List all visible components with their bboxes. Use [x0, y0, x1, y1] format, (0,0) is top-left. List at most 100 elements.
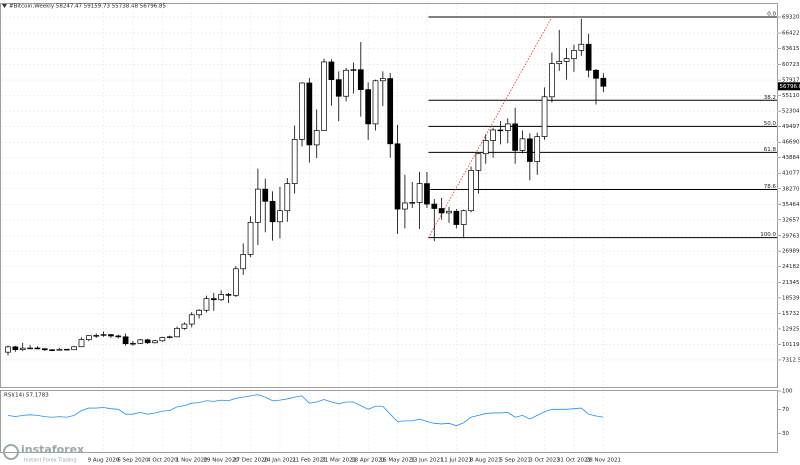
- rsi-pane: [0, 390, 778, 453]
- y-tick-label: 49497.35: [782, 124, 800, 130]
- candle-body: [600, 77, 607, 87]
- y-tick-label: 41077.40: [782, 171, 800, 177]
- x-tick-label: 5 Sep 2021: [499, 458, 530, 464]
- last-price-box: [778, 82, 800, 91]
- trend-line: [428, 16, 553, 238]
- candle-body: [299, 82, 305, 140]
- y-tick-label: 7312.55: [782, 357, 800, 363]
- watermark-brand: instaforex: [21, 443, 84, 456]
- y-tick-label: 46690.70: [782, 140, 800, 146]
- candle-body: [188, 314, 195, 325]
- candle-body: [453, 210, 460, 225]
- y-tick-label: 43884.05: [782, 155, 800, 161]
- x-tick-label: 3 Oct 2021: [529, 458, 560, 464]
- candle-body: [534, 136, 541, 162]
- menu-icon: [2, 4, 7, 8]
- fib-label: 78.6: [764, 184, 777, 190]
- x-tick-label: 4 Oct 2020: [147, 458, 178, 464]
- y-tick-label: 57917.30: [782, 78, 800, 84]
- candle-body: [343, 69, 349, 97]
- x-tick-label: 1 Nov 2020: [176, 458, 208, 464]
- x-tick-label: 24 Jan 2021: [263, 458, 296, 464]
- candle-body: [203, 298, 210, 311]
- candle-body: [321, 61, 327, 131]
- y-tick-label: 70: [782, 407, 789, 413]
- y-tick-label: 15732.45: [782, 311, 800, 317]
- candle-body: [446, 210, 452, 214]
- candle-body: [159, 337, 166, 342]
- candle-body: [571, 49, 577, 59]
- candle-body: [130, 342, 136, 345]
- y-tick-label: 18539.10: [782, 295, 800, 301]
- candle-body: [313, 130, 320, 146]
- y-tick-label: 24182.35: [782, 264, 800, 270]
- candle-body: [152, 340, 158, 344]
- chart-title: #Bitcoin,Weekly 58247.47 59159.73 55738.…: [9, 4, 167, 10]
- candle-body: [497, 129, 504, 132]
- candle-body: [482, 140, 489, 155]
- y-tick-label: 30: [782, 431, 789, 437]
- candle-body: [438, 208, 445, 214]
- y-tick-label: 69320.00: [782, 15, 800, 21]
- candle-body: [78, 339, 85, 348]
- x-tick-label: 29 Nov 2020: [204, 458, 240, 464]
- y-tick-label: 21345.70: [782, 280, 800, 286]
- watermark-logo: [3, 444, 19, 460]
- x-tick-label: 31 Oct 2021: [557, 458, 591, 464]
- candle-body: [196, 309, 202, 316]
- candle-body: [56, 348, 63, 351]
- candle-body: [225, 294, 232, 296]
- x-tick-label: 16 May 2021: [380, 458, 416, 464]
- candle-body: [233, 268, 239, 296]
- candle-body: [365, 89, 371, 125]
- y-tick-label: 10119.20: [782, 342, 800, 348]
- y-tick-label: 100: [782, 389, 793, 395]
- candle-body: [380, 78, 386, 82]
- y-tick-label: 12925.80: [782, 326, 800, 332]
- candle-body: [468, 169, 474, 212]
- candle-body: [335, 79, 342, 97]
- candle-body: [85, 335, 92, 340]
- watermark: instaforex Instant Forex Trading: [3, 443, 84, 464]
- candle-body: [166, 336, 173, 338]
- candle-body: [34, 347, 41, 350]
- y-tick-label: 60723.55: [782, 62, 800, 68]
- candle-body: [284, 183, 291, 212]
- candle-body: [247, 221, 254, 255]
- last-price-label: 56796.85: [780, 84, 800, 90]
- fib-label: 61.8: [764, 147, 777, 153]
- y-tick-label: 66422.30: [782, 31, 800, 37]
- x-tick-label: 8 Aug 2021: [470, 458, 502, 464]
- candle-body: [556, 61, 563, 64]
- price-pane: [0, 3, 778, 388]
- rsi-title: RSI(14) 57.1783: [4, 393, 49, 399]
- candle-body: [372, 80, 379, 125]
- candle-body: [475, 153, 482, 171]
- x-tick-label: 6 Sep 2020: [117, 458, 149, 464]
- candle-body: [12, 346, 19, 350]
- y-tick-label: 38270.75: [782, 186, 800, 192]
- candle-body: [504, 123, 511, 131]
- fib-label: 50.0: [764, 121, 777, 127]
- candle-body: [240, 254, 247, 270]
- candle-body: [416, 183, 423, 203]
- fib-label: 100.0: [760, 232, 776, 238]
- candle-body: [291, 139, 298, 184]
- candle-body: [519, 138, 526, 151]
- candle-body: [255, 188, 261, 223]
- candle-body: [394, 143, 401, 210]
- candle-body: [174, 327, 180, 338]
- x-tick-label: 21 Feb 2021: [292, 458, 326, 464]
- y-tick-label: 55110.65: [782, 93, 800, 99]
- candle-body: [181, 323, 188, 329]
- candle-body: [108, 334, 114, 337]
- y-tick-label: 35464.10: [782, 202, 800, 208]
- candle-body: [357, 69, 364, 90]
- candle-body: [27, 347, 33, 350]
- candle-body: [541, 96, 548, 137]
- x-tick-label: 18 Apr 2021: [351, 458, 385, 464]
- x-tick-label: 11 Jul 2021: [441, 458, 472, 464]
- candle-body: [269, 200, 276, 223]
- candle-body: [431, 203, 438, 209]
